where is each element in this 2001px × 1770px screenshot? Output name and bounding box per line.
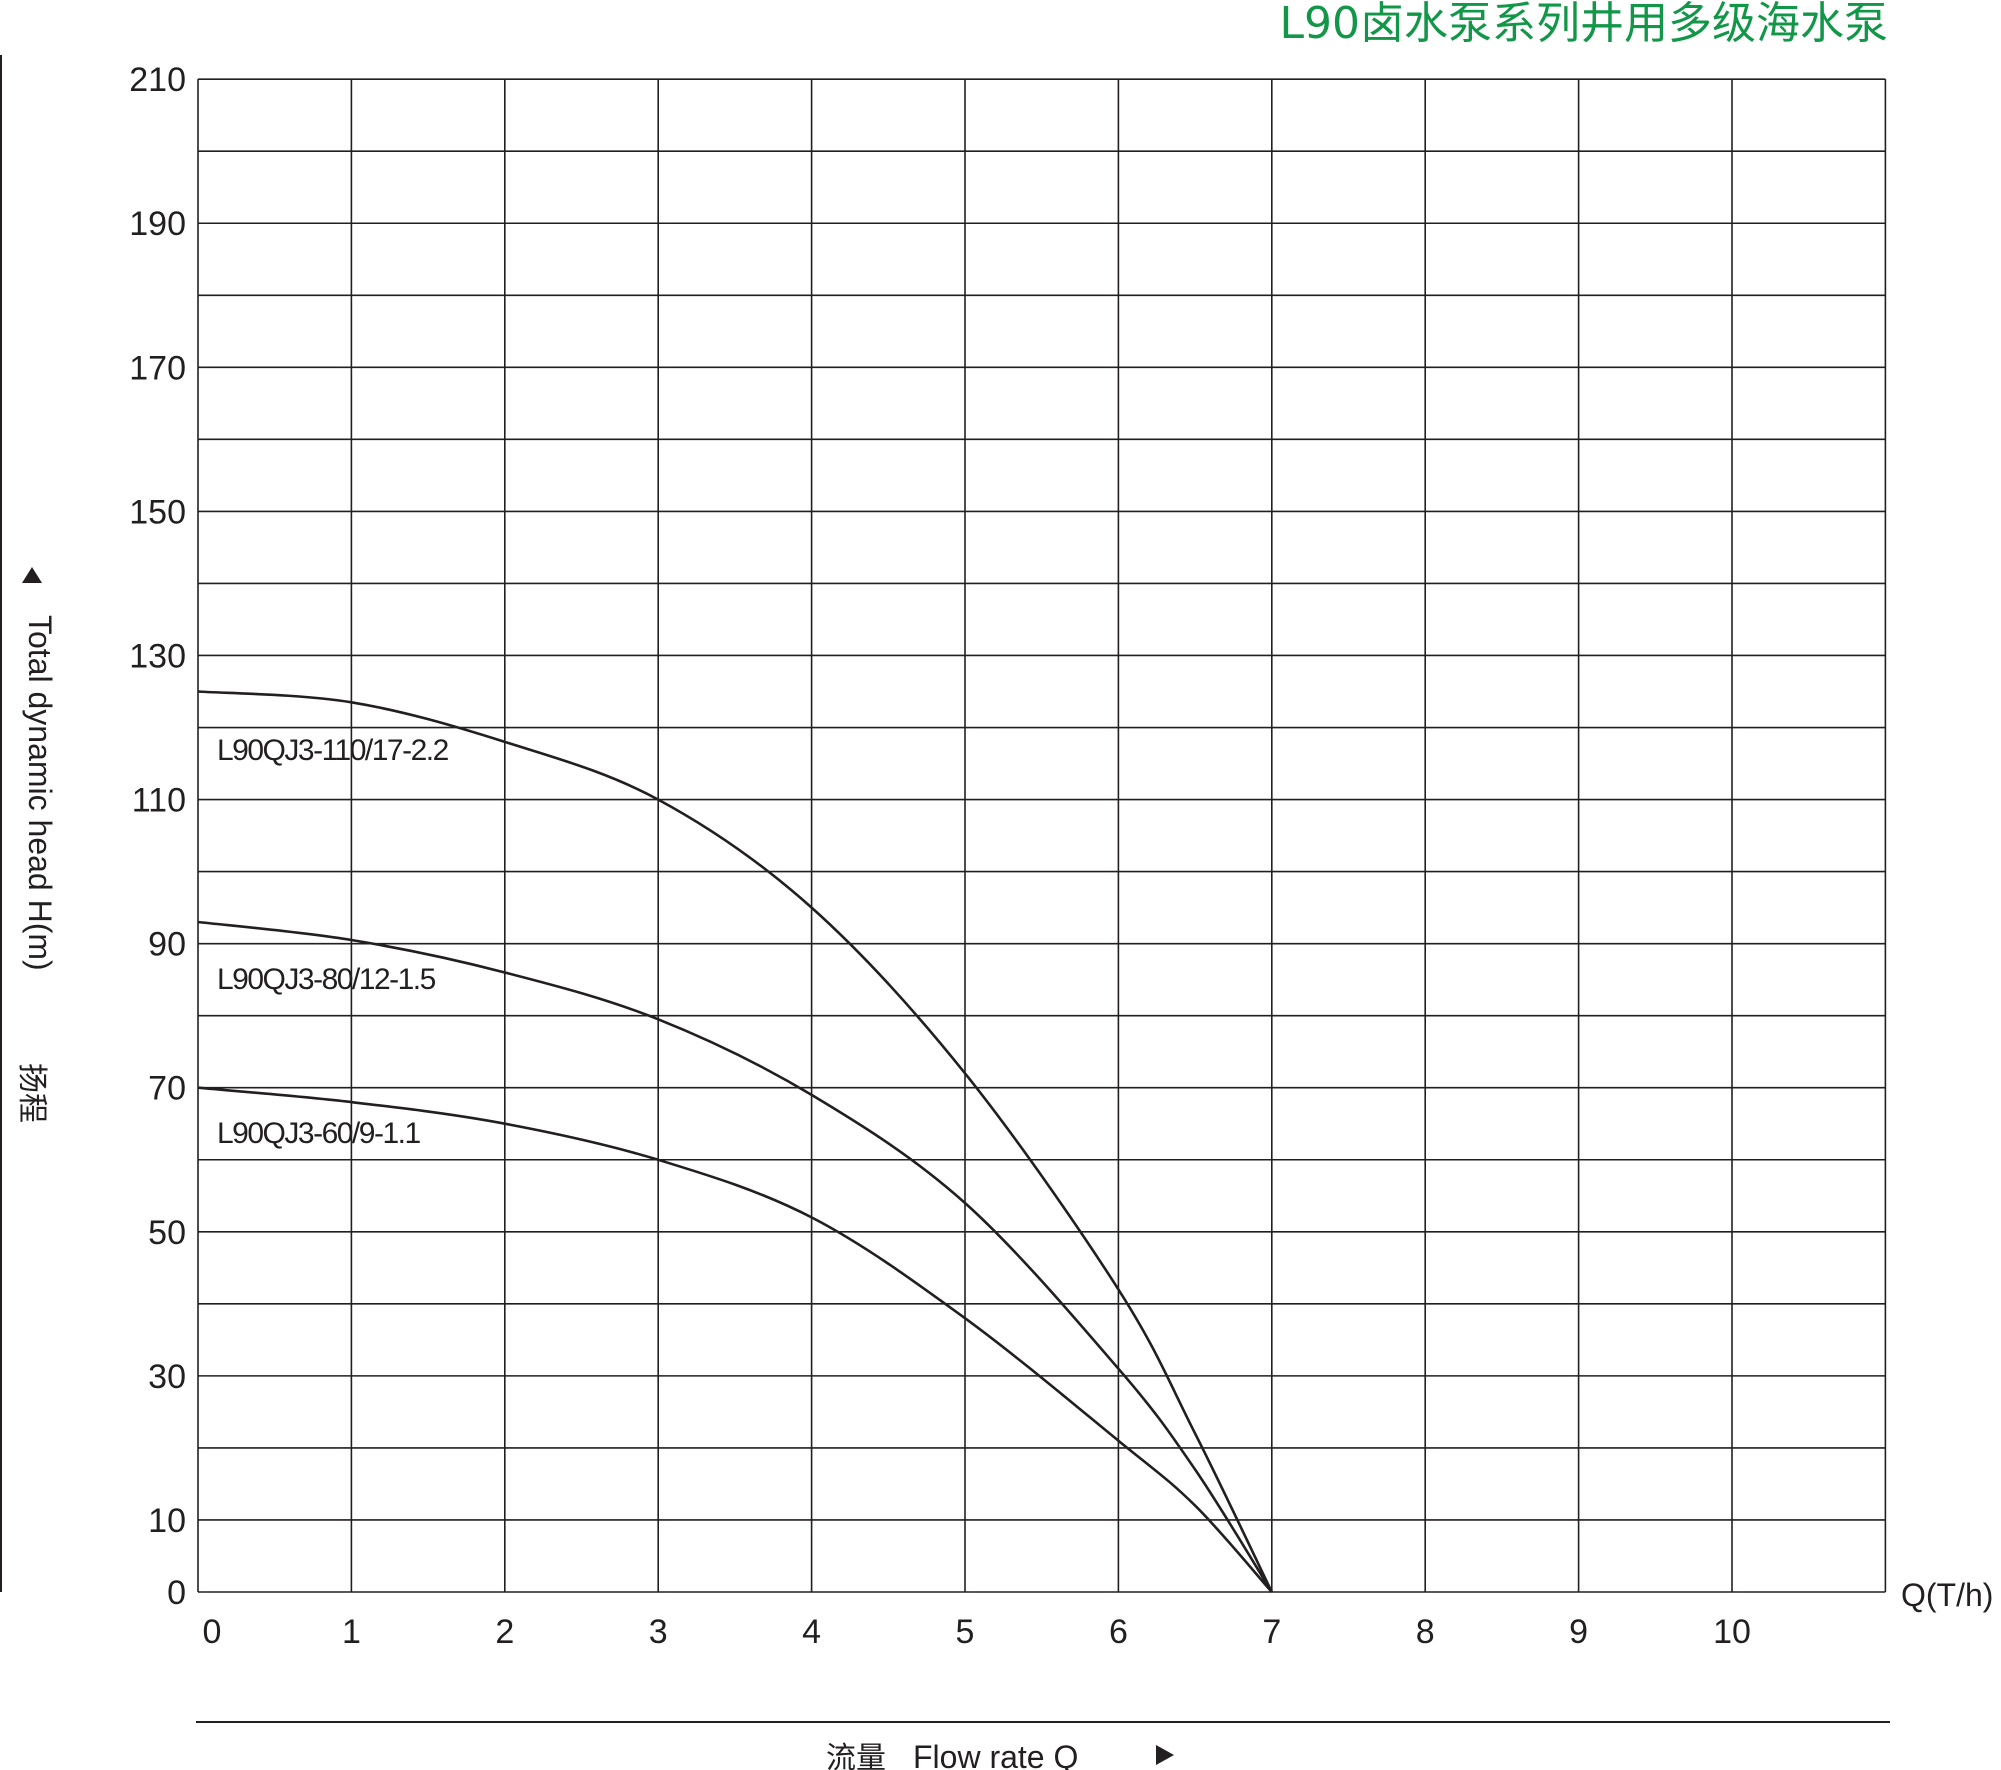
x-tick-label: 3 xyxy=(649,1613,668,1651)
series-curve xyxy=(197,690,1273,1593)
series-curve xyxy=(197,920,1273,1593)
x-tick-label: 7 xyxy=(1262,1613,1281,1651)
y-tick-label: 0 xyxy=(167,1574,186,1612)
y-tick-label: 130 xyxy=(129,637,186,675)
y-tick-label: 190 xyxy=(129,205,186,243)
series-label: L90QJ3-110/17-2.2 xyxy=(217,734,449,767)
x-axis-title-cn: 流量 xyxy=(826,1741,886,1770)
x-tick-label: 5 xyxy=(956,1613,975,1651)
y-tick-label: 90 xyxy=(148,926,186,964)
x-tick-label: 10 xyxy=(1713,1613,1751,1651)
y-tick-label: 70 xyxy=(148,1070,186,1108)
y-tick-label: 170 xyxy=(129,349,186,387)
x-axis-title: Flow rate Q xyxy=(913,1739,1078,1770)
x-tick-label: 2 xyxy=(495,1613,514,1651)
x-axis-arrow-icon xyxy=(1156,1745,1174,1765)
y-axis-arrow-icon xyxy=(22,567,42,583)
tick-labels: 0 1 2 3 4 5 6 7 8 9 10 0 10 30 50 70 90 110 130 150 170 190 21… xyxy=(129,61,1751,1651)
y-tick-label: 50 xyxy=(148,1214,186,1252)
x-tick-label: 8 xyxy=(1416,1613,1435,1651)
series-label: L90QJ3-60/9-1.1 xyxy=(217,1117,420,1150)
y-axis-title: Total dynamic head H(m) xyxy=(22,615,58,971)
y-tick-label: 210 xyxy=(129,61,186,99)
performance-curves xyxy=(197,690,1273,1593)
y-tick-label: 150 xyxy=(129,493,186,531)
y-tick-label: 110 xyxy=(132,782,186,820)
x-tick-label: 0 xyxy=(203,1613,222,1651)
x-unit-label: Q(T/h) xyxy=(1901,1577,1993,1613)
series-curve xyxy=(197,1086,1273,1593)
y-axis-title-cn: 扬程 xyxy=(14,1063,49,1123)
x-tick-label: 4 xyxy=(802,1613,821,1651)
x-tick-label: 9 xyxy=(1569,1613,1588,1651)
y-tick-label: 30 xyxy=(148,1358,186,1396)
series-labels: L90QJ3-110/17-2.2 L90QJ3-80/12-1.5 L90QJ3-… xyxy=(217,734,450,1150)
chart-title: L90卤水泵系列井用多级海水泵 xyxy=(1279,0,1888,49)
y-tick-label: 10 xyxy=(148,1502,186,1540)
x-tick-label: 6 xyxy=(1109,1613,1128,1651)
x-tick-label: 1 xyxy=(342,1613,361,1651)
series-label: L90QJ3-80/12-1.5 xyxy=(217,963,436,996)
grid-lines xyxy=(197,78,1887,1593)
